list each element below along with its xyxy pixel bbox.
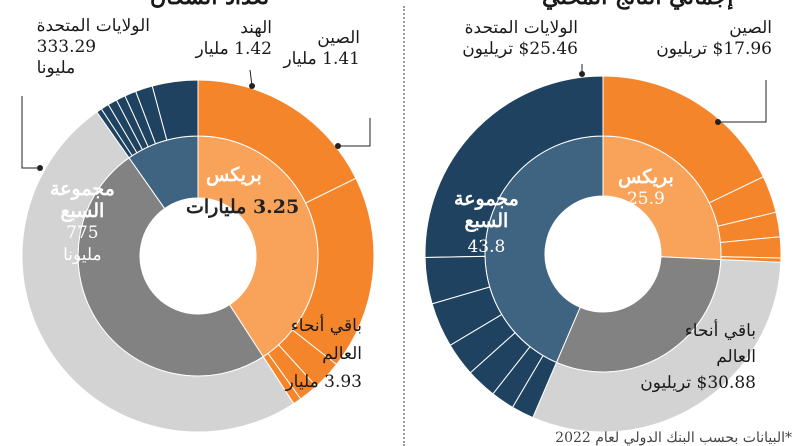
pop-g7-unit: مليونا	[63, 245, 102, 265]
gdp-g7-value: 43.8	[467, 237, 506, 257]
gdp-outer-g7-6	[511, 354, 558, 419]
panel-divider	[403, 6, 405, 446]
pop-india-label: الهند 1.42 مليار	[195, 18, 272, 60]
pop-g7-name1: مجموعة	[50, 178, 115, 200]
gdp-brics-name: بريكس	[618, 166, 674, 188]
pop-outer-g7-4	[107, 99, 144, 154]
gdp-g7-inner-label: مجموعة السبع 43.8	[454, 188, 519, 258]
gdp-brics-value: 25.9	[626, 189, 665, 209]
footnote: *البيانات بحسب البنك الدولي لعام 2022	[555, 430, 792, 446]
pop-outer-rest	[21, 111, 295, 433]
pop-china-leader-dot	[335, 143, 341, 149]
pop-g7-inner-label: مجموعة السبع 775 مليونا	[50, 178, 115, 266]
pop-rest-label: باقي أنحاء العالم 3.93 مليار	[285, 312, 362, 396]
pop-rest-name1: باقي أنحاء	[290, 316, 362, 336]
gdp-panel: إجمالي الناتج المحلي الولايات المتحدة $2…	[396, 0, 792, 446]
gdp-china-value: $17.96 تريليون	[656, 39, 772, 59]
gdp-outer-rest	[532, 259, 782, 433]
pop-china-value: 1.41 مليار	[283, 49, 360, 69]
gdp-rest-value: $30.88 تريليون	[640, 373, 756, 393]
pop-g7-name2: السبع	[60, 200, 105, 222]
pop-us-name: الولايات المتحدة	[36, 16, 150, 36]
gdp-us-value: $25.46 تريليون	[462, 39, 578, 59]
population-donut-chart	[21, 69, 375, 433]
pop-china-name: الصين	[317, 28, 360, 48]
pop-china-leader-line	[338, 118, 371, 147]
gdp-china-label: الصين $17.96 تريليون	[656, 18, 772, 60]
pop-outer-g7-0	[151, 79, 199, 141]
pop-rest-value: 3.93 مليار	[285, 372, 362, 392]
gdp-us-name: الولايات المتحدة	[464, 18, 578, 38]
pop-brics-value: 3.25 مليارات	[186, 196, 300, 218]
pop-us-unit: مليونا	[36, 58, 76, 78]
pop-outer-g7-2	[124, 90, 157, 148]
gdp-title: إجمالي الناتج المحلي	[542, 0, 733, 10]
gdp-outer-g7-1	[424, 255, 491, 305]
population-panel: تعداد السكان الولايات المتحدة 333.29 ملي…	[21, 0, 375, 433]
gdp-donut-chart	[424, 64, 782, 433]
gdp-outer-g7-4	[469, 332, 531, 395]
gdp-rest-name1: باقي أنحاء	[684, 321, 756, 341]
pop-outer-g7-1	[135, 85, 168, 145]
gdp-g7-name2: السبع	[464, 210, 509, 232]
pop-us-leader-line	[21, 96, 40, 169]
gdp-us-label: الولايات المتحدة $25.46 تريليون	[462, 18, 578, 60]
pop-india-name: الهند	[240, 18, 272, 38]
gdp-g7-name1: مجموعة	[454, 188, 519, 210]
pop-us-label: الولايات المتحدة 333.29 مليونا	[37, 16, 150, 79]
gdp-china-leader-dot	[715, 119, 721, 125]
population-title: تعداد السكان	[150, 0, 269, 10]
pop-brics-name: بريكس	[206, 164, 262, 186]
gdp-outer-g7-0	[424, 75, 604, 259]
gdp-china-leader-line	[718, 80, 767, 123]
gdp-outer-g7-3	[449, 313, 516, 374]
gdp-us-leader-dot	[579, 71, 585, 77]
pop-rest-name2: العالم	[322, 344, 362, 364]
pop-china-label: الصين 1.41 مليار	[283, 28, 360, 70]
pop-india-leader-dot	[249, 83, 255, 89]
gdp-rest-name2: العالم	[716, 347, 756, 367]
gdp-outer-g7-2	[431, 286, 503, 347]
pop-g7-value: 775	[66, 223, 99, 243]
gdp-china-name: الصين	[729, 18, 772, 38]
pop-us-leader-dot	[37, 165, 43, 171]
gdp-rest-label: باقي أنحاء العالم $30.88 تريليون	[640, 318, 756, 396]
pop-outer-g7-6	[96, 108, 133, 159]
pop-outer-g7-3	[115, 95, 149, 151]
gdp-outer-g7-5	[492, 346, 544, 409]
gdp-brics-inner-label: بريكس 25.9	[618, 166, 674, 210]
pop-india-value: 1.42 مليار	[195, 39, 272, 59]
pop-us-value: 333.29	[36, 37, 97, 57]
